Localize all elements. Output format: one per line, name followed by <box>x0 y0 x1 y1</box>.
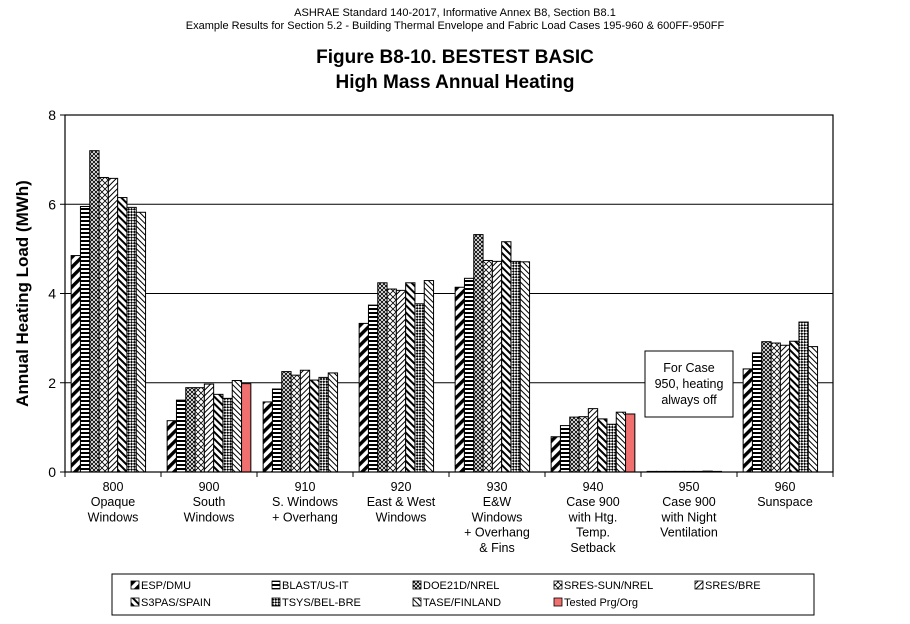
x-tick-label: 950 Case 900 with Night Ventilation <box>660 480 718 540</box>
chart-title: Figure B8-10. BESTEST BASIC <box>316 47 594 68</box>
legend-swatch <box>130 580 140 590</box>
bar <box>135 211 147 473</box>
bar <box>126 206 137 473</box>
y-tick-label: 4 <box>48 286 56 302</box>
bar <box>327 372 339 473</box>
legend-swatch <box>553 580 563 590</box>
legend-swatch <box>412 597 422 607</box>
bar <box>271 388 283 473</box>
bar <box>423 280 435 473</box>
bar <box>107 177 119 473</box>
bar <box>386 288 397 473</box>
bar <box>482 259 493 473</box>
bar <box>798 321 809 473</box>
bar <box>213 393 224 473</box>
legend-swatch <box>271 597 281 607</box>
bar <box>742 368 753 473</box>
bar <box>615 411 627 473</box>
bar <box>290 374 301 473</box>
x-tick-label: 960 Sunspace <box>757 480 813 509</box>
bar <box>203 383 215 473</box>
bar <box>70 255 81 473</box>
bar <box>501 241 512 473</box>
bar <box>98 176 109 473</box>
y-tick-label: 6 <box>48 196 56 212</box>
x-tick-label: 940 Case 900 with Htg. Temp. Setback <box>566 480 620 555</box>
bar <box>625 413 636 473</box>
bar <box>299 369 311 473</box>
bar <box>405 282 416 473</box>
bar <box>367 304 379 473</box>
legend-swatch <box>130 597 140 607</box>
bar <box>79 205 91 473</box>
y-tick-label: 0 <box>48 464 56 480</box>
bar <box>309 379 320 473</box>
y-tick-label: 2 <box>48 375 56 391</box>
legend-swatch <box>412 580 422 590</box>
annotation-text: For Case 950, heating always off <box>655 361 724 407</box>
bar <box>454 286 465 473</box>
bar <box>194 387 205 473</box>
bar <box>281 371 292 473</box>
legend-swatch <box>553 597 563 607</box>
bar <box>761 341 772 473</box>
bar <box>117 197 128 473</box>
bar <box>559 425 571 473</box>
legend-label: BLAST/US-IT <box>282 580 349 592</box>
legend-label: Tested Prg/Org <box>564 597 638 609</box>
bar <box>377 282 388 473</box>
header-line-1: ASHRAE Standard 140-2017, Informative An… <box>294 7 616 19</box>
legend-label: TASE/FINLAND <box>423 597 501 609</box>
header-line-2: Example Results for Section 5.2 - Buildi… <box>185 20 725 32</box>
bar <box>185 387 196 473</box>
x-tick-label: 910 S. Windows + Overhang <box>272 480 338 524</box>
bar <box>597 418 608 473</box>
bar <box>491 260 503 473</box>
bar <box>578 416 589 473</box>
y-axis-title: Annual Heating Load (MWh) <box>13 180 32 407</box>
bar <box>231 380 243 473</box>
bar <box>473 234 484 473</box>
legend-label: TSYS/BEL-BRE <box>282 597 361 609</box>
y-tick-label: 8 <box>48 107 56 123</box>
legend-box <box>111 573 815 616</box>
bar <box>318 376 329 473</box>
chart-subtitle: High Mass Annual Heating <box>335 72 575 93</box>
annotation-box <box>644 350 734 418</box>
bar <box>587 408 599 473</box>
bar <box>550 436 561 473</box>
bar <box>606 423 617 473</box>
bar <box>789 340 800 473</box>
bar <box>807 346 819 473</box>
legend-label: ESP/DMU <box>141 580 191 592</box>
bar <box>519 261 531 473</box>
x-tick-label: 920 East & West Windows <box>367 480 436 524</box>
legend-label: SRES/BRE <box>705 580 761 592</box>
bar <box>358 322 369 473</box>
bar <box>166 420 177 473</box>
bar <box>569 416 580 473</box>
bar <box>89 150 100 473</box>
bar <box>222 397 233 473</box>
legend-label: SRES-SUN/NREL <box>564 580 653 592</box>
legend-swatch <box>694 580 704 590</box>
bar <box>510 260 521 473</box>
x-tick-label: 900 South Windows <box>184 480 235 524</box>
bar <box>463 277 475 473</box>
bar <box>241 383 252 473</box>
bar <box>175 399 187 473</box>
bar <box>779 344 791 473</box>
bar <box>262 401 273 473</box>
bar <box>395 289 407 473</box>
x-tick-label: 800 Opaque Windows <box>88 480 139 524</box>
bar <box>770 342 781 473</box>
legend-label: DOE21D/NREL <box>423 580 499 592</box>
x-tick-label: 930 E&W Windows + Overhang & Fins <box>464 480 530 555</box>
bar <box>751 352 763 473</box>
legend-label: S3PAS/SPAIN <box>141 597 211 609</box>
bar <box>414 303 425 473</box>
legend-swatch <box>271 580 281 590</box>
